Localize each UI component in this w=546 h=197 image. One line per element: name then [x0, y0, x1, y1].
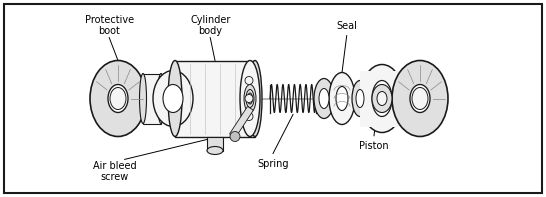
Ellipse shape [245, 76, 253, 85]
Ellipse shape [163, 85, 183, 112]
Ellipse shape [352, 81, 368, 116]
Text: Spring: Spring [257, 159, 289, 168]
Ellipse shape [157, 73, 164, 124]
Ellipse shape [372, 81, 392, 116]
Bar [175, 60, 255, 137]
Bar [360, 71, 404, 126]
Ellipse shape [372, 85, 392, 112]
Ellipse shape [336, 86, 348, 111]
Text: Cylinder
body: Cylinder body [190, 15, 230, 36]
Ellipse shape [247, 93, 252, 104]
Bar [207, 137, 223, 151]
Ellipse shape [377, 91, 387, 106]
Ellipse shape [244, 85, 256, 112]
Ellipse shape [139, 73, 146, 124]
Ellipse shape [410, 85, 430, 112]
Ellipse shape [329, 72, 355, 125]
Ellipse shape [319, 88, 329, 109]
Ellipse shape [412, 87, 428, 110]
Text: Piston: Piston [359, 141, 389, 151]
Ellipse shape [90, 60, 146, 137]
Ellipse shape [246, 89, 254, 108]
FancyBboxPatch shape [230, 107, 253, 138]
Ellipse shape [110, 87, 126, 110]
Ellipse shape [168, 60, 182, 137]
Text: Air bleed
screw: Air bleed screw [93, 161, 136, 182]
Bar [143, 73, 161, 124]
Ellipse shape [356, 89, 364, 108]
Ellipse shape [153, 71, 193, 126]
Ellipse shape [240, 60, 260, 137]
Ellipse shape [245, 95, 253, 102]
Text: Protective
boot: Protective boot [85, 15, 134, 36]
Ellipse shape [207, 147, 223, 154]
Ellipse shape [392, 60, 448, 137]
Ellipse shape [314, 78, 334, 119]
Ellipse shape [360, 64, 404, 133]
Ellipse shape [230, 132, 240, 141]
Ellipse shape [108, 85, 128, 112]
Ellipse shape [248, 60, 262, 137]
Text: Seal: Seal [336, 21, 357, 31]
Ellipse shape [245, 112, 253, 121]
